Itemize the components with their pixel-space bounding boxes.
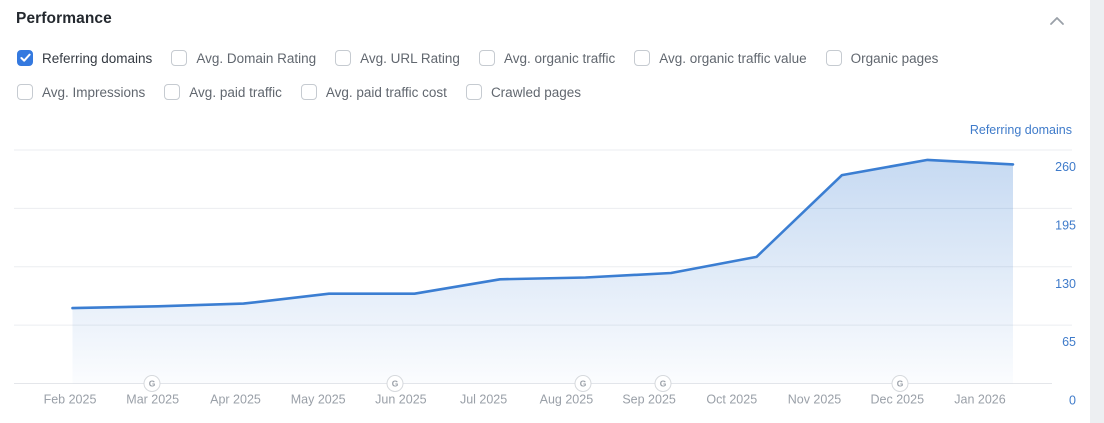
google-g-icon: G: [149, 379, 156, 389]
x-axis-label: Aug 2025: [540, 393, 594, 407]
checkbox-unchecked-icon[interactable]: [164, 84, 181, 100]
google-update-marker-circle: [386, 375, 404, 392]
google-update-marker[interactable]: G: [143, 375, 161, 392]
google-update-marker[interactable]: G: [654, 375, 672, 392]
metric-filter-label: Referring domains: [42, 50, 153, 66]
metric-filter-label: Avg. Domain Rating: [196, 50, 317, 66]
metric-filter-crawled-pages[interactable]: Crawled pages: [465, 84, 581, 100]
filter-row: Referring domains Avg. Domain Rating Avg. …: [17, 50, 1074, 66]
chart-series-label: Referring domains: [969, 123, 1072, 137]
metric-filter-label: Avg. Impressions: [42, 84, 146, 100]
area-fill: [72, 159, 1013, 384]
metric-filter-avg-domain-rating[interactable]: Avg. Domain Rating: [171, 50, 316, 66]
metric-filter-avg-paid-traffic-cost[interactable]: Avg. paid traffic cost: [300, 84, 447, 100]
checkbox-unchecked-icon[interactable]: [634, 50, 651, 66]
google-update-marker[interactable]: G: [891, 375, 909, 392]
checkbox-unchecked-icon[interactable]: [335, 50, 352, 66]
chevron-up-icon: [1050, 17, 1064, 25]
metric-filter-label: Avg. paid traffic cost: [325, 84, 447, 100]
scrollbar-track[interactable]: [1090, 0, 1104, 423]
metric-filter-label: Avg. organic traffic value: [659, 50, 807, 66]
metric-filter-avg-url-rating[interactable]: Avg. URL Rating: [335, 50, 460, 66]
metric-filter-avg-impressions[interactable]: Avg. Impressions: [17, 84, 145, 100]
google-update-marker-circle: [574, 375, 592, 392]
google-g-icon: G: [897, 379, 904, 389]
google-g-icon: G: [580, 379, 587, 389]
x-axis-label: Mar 2025: [126, 393, 179, 407]
metric-filter-avg-organic-traffic[interactable]: Avg. organic traffic: [478, 50, 616, 66]
x-axis-label: Jan 2026: [954, 393, 1005, 407]
y-axis-label: 260: [1055, 160, 1076, 174]
metric-filter-referring-domains[interactable]: Referring domains: [17, 50, 152, 66]
metric-filter-avg-paid-traffic[interactable]: Avg. paid traffic: [164, 84, 282, 100]
x-axis-label: May 2025: [291, 393, 346, 407]
google-update-marker[interactable]: G: [574, 375, 592, 392]
x-axis-label: Sep 2025: [622, 393, 676, 407]
metric-filter-label: Organic pages: [850, 50, 939, 66]
metric-filter-organic-pages[interactable]: Organic pages: [825, 50, 939, 66]
collapse-button[interactable]: [1046, 12, 1068, 30]
x-axis-label: Apr 2025: [210, 393, 261, 407]
y-axis-label: 0: [1069, 394, 1076, 408]
google-g-icon: G: [392, 379, 399, 389]
x-axis-label: Feb 2025: [44, 393, 97, 407]
google-update-marker[interactable]: G: [386, 375, 404, 392]
y-axis-label: 65: [1062, 335, 1076, 349]
checkbox-checked-icon[interactable]: [17, 50, 33, 66]
metric-filter-label: Avg. organic traffic: [503, 50, 616, 66]
metric-filter-label: Avg. paid traffic: [189, 84, 282, 100]
filter-row: Avg. Impressions Avg. paid traffic Avg. pa…: [17, 84, 1074, 100]
metric-filter-label: Avg. URL Rating: [360, 50, 460, 66]
google-update-marker-circle: [654, 375, 672, 392]
checkmark-icon: [19, 53, 31, 62]
checkbox-unchecked-icon[interactable]: [825, 50, 842, 66]
x-axis-label: Oct 2025: [706, 393, 757, 407]
google-g-icon: G: [660, 379, 667, 389]
metric-filter-avg-organic-traffic-value[interactable]: Avg. organic traffic value: [634, 50, 807, 66]
y-axis-label: 195: [1055, 218, 1076, 232]
x-axis-label: Nov 2025: [788, 393, 842, 407]
metric-filters: Referring domains Avg. Domain Rating Avg. …: [17, 50, 1074, 118]
x-axis-label: Dec 2025: [871, 393, 925, 407]
trend-line: [71, 158, 1015, 310]
x-axis-label: Jul 2025: [460, 393, 507, 407]
checkbox-unchecked-icon[interactable]: [300, 84, 317, 100]
checkbox-unchecked-icon[interactable]: [465, 84, 482, 100]
y-axis-label: 130: [1055, 277, 1076, 291]
google-update-marker-circle: [891, 375, 909, 392]
checkbox-unchecked-icon[interactable]: [171, 50, 188, 66]
metric-filter-label: Crawled pages: [490, 84, 581, 100]
panel-title: Performance: [16, 10, 112, 27]
x-axis-label: Jun 2025: [375, 393, 426, 407]
checkbox-unchecked-icon[interactable]: [17, 84, 33, 100]
google-update-marker-circle: [143, 375, 161, 392]
checkbox-unchecked-icon[interactable]: [478, 50, 495, 66]
